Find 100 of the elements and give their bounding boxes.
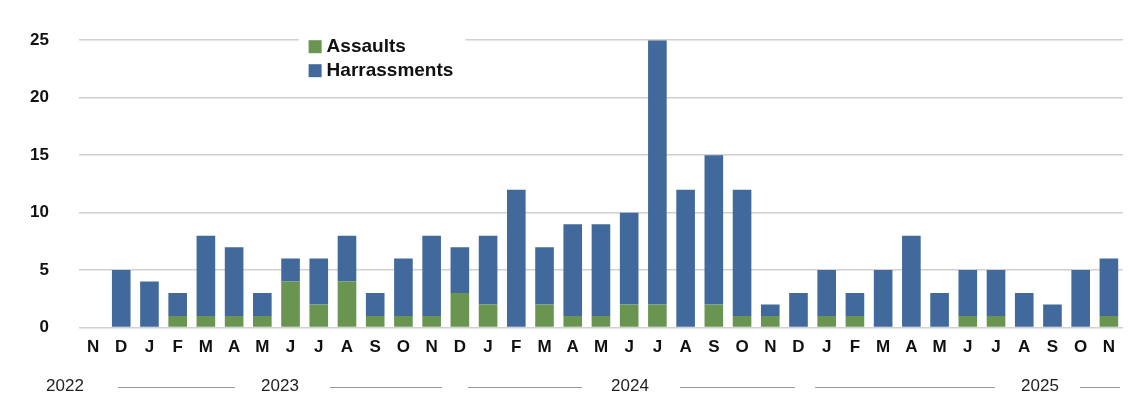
y-tick-label: 0: [39, 317, 49, 337]
bar: [845, 293, 865, 317]
y-tick-label: 10: [29, 202, 49, 222]
y-tick-label: 20: [29, 87, 49, 107]
y-tick-label: 25: [29, 29, 49, 49]
bar: [309, 258, 329, 305]
bar: [365, 316, 385, 327]
legend-label: Assaults: [326, 35, 406, 57]
bar: [704, 155, 724, 305]
bar: [281, 281, 300, 327]
x-tick-label: J: [652, 337, 663, 357]
x-tick-label: M: [876, 337, 891, 357]
bar: [253, 316, 272, 327]
bar: [168, 293, 187, 317]
bar: [619, 304, 639, 327]
x-tick-label: A: [227, 337, 241, 357]
bar: [224, 247, 244, 317]
x-tick-label: A: [566, 337, 579, 357]
x-tick-label: N: [764, 337, 777, 357]
bar: [817, 270, 837, 317]
text: 2022: [46, 376, 84, 396]
bar: [422, 235, 441, 317]
x-tick-label: D: [792, 337, 805, 357]
x-tick-label: D: [453, 337, 466, 357]
bar: [1043, 304, 1062, 327]
bar: [986, 270, 1006, 317]
bar: [563, 224, 583, 317]
bar: [958, 270, 978, 317]
x-tick-label: O: [396, 337, 411, 357]
bar: [958, 316, 978, 327]
bar: [224, 316, 244, 327]
x-tick-label: S: [369, 337, 381, 357]
bar: [394, 316, 413, 327]
x-tick-label: N: [425, 337, 438, 357]
bar: [140, 281, 159, 327]
bar: [760, 304, 780, 317]
y-tick-label: 5: [39, 259, 49, 279]
bar: [196, 316, 216, 327]
text: 2024: [611, 376, 649, 396]
bar: [1099, 258, 1119, 317]
bar: [648, 304, 667, 327]
bar: [732, 316, 752, 327]
x-tick-label: S: [708, 337, 720, 357]
x-tick-label: J: [963, 337, 973, 357]
bar: [1099, 316, 1119, 327]
bar: [394, 258, 413, 317]
bar: [450, 247, 470, 294]
x-tick-label: O: [1074, 337, 1088, 357]
bar: [619, 212, 639, 305]
bar: [902, 235, 921, 327]
x-tick-label: M: [932, 337, 947, 357]
bar: [422, 316, 441, 327]
x-tick-label: J: [821, 337, 832, 357]
bar: [930, 293, 949, 327]
bar: [676, 189, 695, 327]
bar: [986, 316, 1006, 327]
bar: [1071, 270, 1090, 327]
bar: [337, 235, 357, 282]
x-tick-label: N: [86, 337, 100, 357]
bar: [1014, 293, 1034, 327]
text: 2025: [1021, 376, 1059, 396]
x-tick-label: J: [483, 337, 493, 357]
bar: [591, 224, 611, 317]
y-tick-label: 15: [29, 144, 49, 164]
x-tick-label: D: [115, 337, 128, 357]
x-tick-label: F: [849, 337, 861, 357]
x-tick-label: J: [285, 337, 296, 357]
x-tick-label: J: [144, 337, 155, 357]
bar: [535, 247, 554, 305]
x-tick-label: S: [1046, 337, 1059, 357]
legend-label: Harrassments: [326, 59, 454, 81]
text: 2023: [261, 376, 299, 396]
x-tick-label: M: [255, 337, 270, 357]
bar: [648, 40, 667, 305]
bar: [873, 270, 893, 327]
x-tick-label: J: [314, 337, 324, 357]
bar: [789, 293, 808, 327]
x-tick-label: A: [905, 337, 918, 357]
bar: [450, 293, 470, 327]
bar: [591, 316, 611, 327]
bar: [253, 293, 272, 317]
x-tick-label: A: [340, 337, 354, 357]
bar: [111, 270, 131, 327]
bar: [845, 316, 865, 327]
x-tick-label: A: [679, 337, 692, 357]
x-tick-label: O: [735, 337, 749, 357]
bar: [309, 304, 329, 327]
bar: [506, 189, 526, 327]
bar: [365, 293, 385, 317]
bar: [168, 316, 187, 327]
bar: [281, 258, 300, 282]
bar: [478, 304, 498, 327]
bar: [760, 316, 780, 327]
x-tick-label: M: [593, 337, 609, 357]
x-tick-label: N: [1102, 337, 1116, 357]
bar: [478, 235, 498, 305]
bar: [196, 235, 216, 317]
x-tick-label: J: [991, 337, 1001, 357]
x-tick-label: A: [1018, 337, 1031, 357]
x-tick-label: F: [172, 337, 183, 357]
